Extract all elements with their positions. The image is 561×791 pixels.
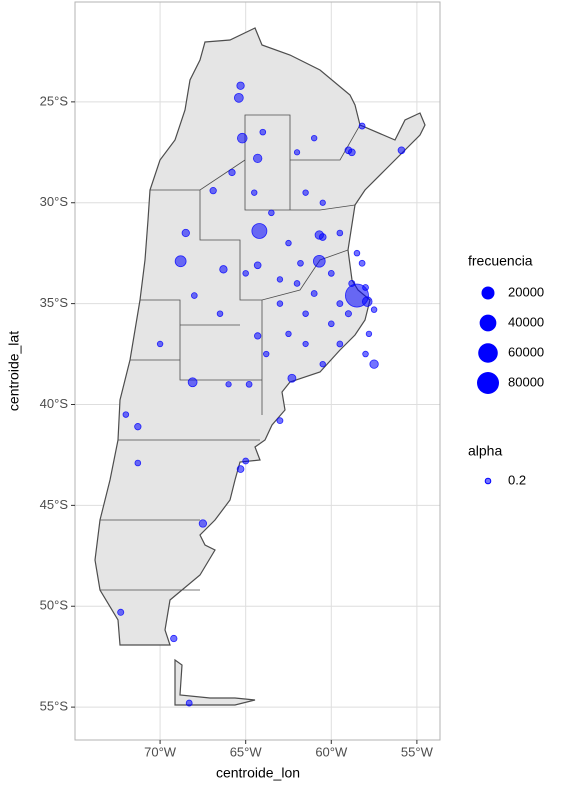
point (251, 223, 268, 239)
point (228, 168, 236, 177)
point (397, 146, 406, 155)
point (318, 233, 327, 241)
point (302, 189, 309, 196)
point (122, 411, 130, 418)
point (285, 330, 292, 338)
point (242, 457, 250, 465)
point (236, 81, 245, 90)
point (344, 146, 353, 155)
y-tick-label: 45°S (40, 497, 69, 512)
point (310, 135, 318, 142)
point (198, 519, 208, 528)
y-tick-label: 25°S (40, 93, 69, 108)
point (336, 229, 344, 237)
legend-key (478, 343, 498, 363)
point (353, 249, 361, 257)
point (156, 340, 164, 348)
point (361, 296, 373, 307)
point (369, 359, 379, 369)
y-tick-label: 55°S (40, 699, 69, 714)
point (185, 699, 193, 707)
legend-label: 20000 (508, 284, 544, 299)
point (362, 350, 369, 358)
legend-key (479, 314, 497, 332)
point (287, 373, 297, 383)
point (233, 92, 244, 103)
point (242, 270, 249, 277)
point (236, 465, 245, 473)
point (293, 280, 301, 287)
x-tick-label: 65°W (230, 744, 263, 759)
point (302, 340, 309, 348)
x-tick-label: 60°W (315, 744, 348, 759)
point (263, 350, 270, 358)
legend-label: 0.2 (508, 472, 526, 487)
plot-border (74, 1, 441, 741)
x-axis-title: centroide_lon (216, 765, 300, 781)
alpha-legend-title: alpha (468, 443, 502, 459)
point (276, 417, 284, 425)
point (336, 300, 344, 308)
y-tick-label: 40°S (40, 396, 69, 411)
point (285, 239, 292, 247)
point (327, 320, 335, 328)
y-axis-title: centroide_lat (6, 331, 22, 411)
point (319, 199, 326, 206)
legend-label: 60000 (508, 344, 544, 359)
point (365, 330, 373, 338)
point (268, 209, 275, 217)
point (319, 360, 326, 368)
point (181, 228, 190, 238)
point (253, 153, 263, 164)
legend-key (477, 372, 499, 394)
point (313, 254, 326, 268)
legend-key (481, 286, 495, 300)
point (219, 265, 228, 274)
legend-label: 80000 (508, 374, 544, 389)
point (362, 284, 369, 291)
point (336, 340, 344, 348)
point (370, 306, 378, 313)
y-tick-label: 30°S (40, 194, 69, 209)
x-tick-label: 55°W (401, 744, 434, 759)
y-tick-label: 50°S (40, 598, 69, 613)
size-legend-title: frecuencia (468, 253, 533, 269)
point (174, 255, 187, 268)
province-borders (100, 114, 361, 591)
points (117, 81, 406, 707)
point (254, 332, 262, 340)
point (170, 634, 178, 643)
point (245, 380, 253, 388)
point (117, 608, 125, 616)
x-tick-label: 70°W (144, 744, 177, 759)
point (302, 310, 309, 317)
point (358, 259, 366, 267)
island-outline (174, 658, 256, 706)
point (216, 310, 224, 317)
point (225, 381, 232, 388)
point (134, 459, 142, 467)
point (209, 187, 217, 195)
point (237, 132, 248, 144)
point (251, 189, 258, 196)
point (358, 122, 366, 130)
point (310, 290, 318, 297)
legend-key (484, 477, 492, 485)
point (327, 269, 335, 277)
point (344, 310, 352, 318)
point (134, 423, 142, 431)
point (276, 276, 284, 283)
point (293, 149, 301, 156)
point (259, 128, 267, 136)
point (253, 261, 262, 270)
point (276, 300, 284, 307)
y-tick-label: 35°S (40, 295, 69, 310)
point (348, 279, 356, 287)
point (297, 259, 304, 267)
legend-label: 40000 (508, 314, 544, 329)
point (187, 377, 198, 388)
point (191, 292, 198, 299)
